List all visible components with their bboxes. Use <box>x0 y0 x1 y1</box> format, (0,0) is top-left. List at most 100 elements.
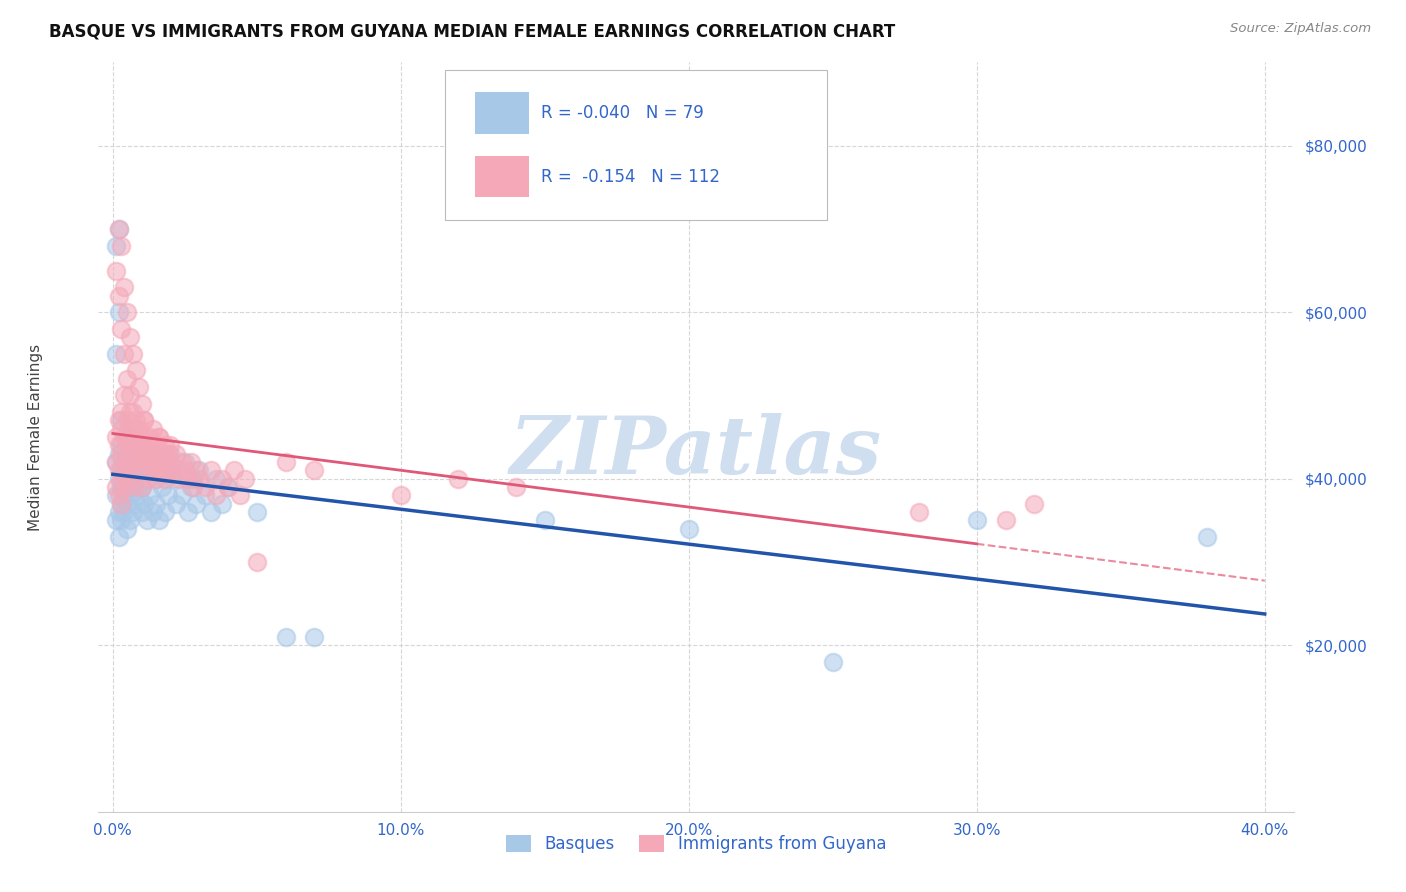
Point <box>139 447 162 461</box>
Point <box>142 447 165 461</box>
Point <box>162 472 184 486</box>
Point <box>131 430 153 444</box>
Point <box>104 238 127 252</box>
Point <box>180 480 202 494</box>
Point <box>200 505 222 519</box>
Point <box>228 488 250 502</box>
Point <box>173 463 195 477</box>
FancyBboxPatch shape <box>446 70 827 219</box>
Point <box>128 488 150 502</box>
Point <box>153 472 176 486</box>
Point <box>107 222 129 236</box>
Point <box>136 472 159 486</box>
Point <box>120 488 142 502</box>
Point <box>125 438 148 452</box>
Point <box>134 413 156 427</box>
Point <box>122 455 145 469</box>
Point <box>125 472 148 486</box>
Point <box>131 480 153 494</box>
Point <box>217 480 239 494</box>
Point <box>125 422 148 436</box>
Point <box>188 472 211 486</box>
Point <box>173 455 195 469</box>
Point <box>112 280 135 294</box>
Point <box>142 438 165 452</box>
Point <box>194 488 217 502</box>
FancyBboxPatch shape <box>475 93 529 134</box>
Point <box>122 347 145 361</box>
Point <box>176 472 198 486</box>
Point <box>145 463 167 477</box>
FancyBboxPatch shape <box>475 156 529 197</box>
Point <box>112 388 135 402</box>
Point <box>533 513 555 527</box>
Point <box>122 480 145 494</box>
Text: R = -0.040   N = 79: R = -0.040 N = 79 <box>541 103 703 121</box>
Point <box>153 447 176 461</box>
Point <box>150 463 173 477</box>
Point <box>217 480 239 494</box>
Point <box>246 555 269 569</box>
Point <box>159 438 181 452</box>
Point <box>153 505 176 519</box>
Point <box>125 363 148 377</box>
Point <box>104 480 127 494</box>
Point <box>125 463 148 477</box>
Point <box>274 455 297 469</box>
Point <box>131 455 153 469</box>
Point <box>115 472 138 486</box>
Point <box>110 480 132 494</box>
Point <box>211 472 233 486</box>
Point <box>274 630 297 644</box>
Point <box>120 330 142 344</box>
Point <box>110 463 132 477</box>
Point <box>120 472 142 486</box>
Point <box>112 505 135 519</box>
Point <box>120 513 142 527</box>
Point <box>104 455 127 469</box>
Point <box>1024 497 1046 511</box>
Point <box>162 463 184 477</box>
Point <box>134 438 156 452</box>
Point <box>205 472 228 486</box>
Point <box>110 472 132 486</box>
Point <box>136 430 159 444</box>
Point <box>112 430 135 444</box>
Point <box>167 463 190 477</box>
Point <box>110 405 132 419</box>
Point <box>128 422 150 436</box>
Point <box>110 422 132 436</box>
Point <box>153 438 176 452</box>
Point <box>389 488 412 502</box>
Point <box>115 372 138 386</box>
Point <box>176 505 198 519</box>
Point <box>112 347 135 361</box>
Point <box>112 455 135 469</box>
Point <box>104 455 127 469</box>
Point <box>128 447 150 461</box>
Point <box>125 447 148 461</box>
Point <box>110 413 132 427</box>
Point <box>110 438 132 452</box>
Point <box>122 505 145 519</box>
Point <box>186 497 208 511</box>
Point <box>167 472 190 486</box>
Point <box>107 488 129 502</box>
Point <box>120 463 142 477</box>
Point <box>165 447 187 461</box>
Point <box>156 463 179 477</box>
Point <box>115 463 138 477</box>
Point <box>211 497 233 511</box>
Point <box>115 522 138 536</box>
Text: R =  -0.154   N = 112: R = -0.154 N = 112 <box>541 168 720 186</box>
Point <box>131 397 153 411</box>
Point <box>125 413 148 427</box>
Point <box>145 497 167 511</box>
Point <box>142 505 165 519</box>
Point <box>104 263 127 277</box>
Point <box>107 305 129 319</box>
Point <box>107 222 129 236</box>
Point <box>139 488 162 502</box>
Point <box>110 497 132 511</box>
Point <box>200 463 222 477</box>
